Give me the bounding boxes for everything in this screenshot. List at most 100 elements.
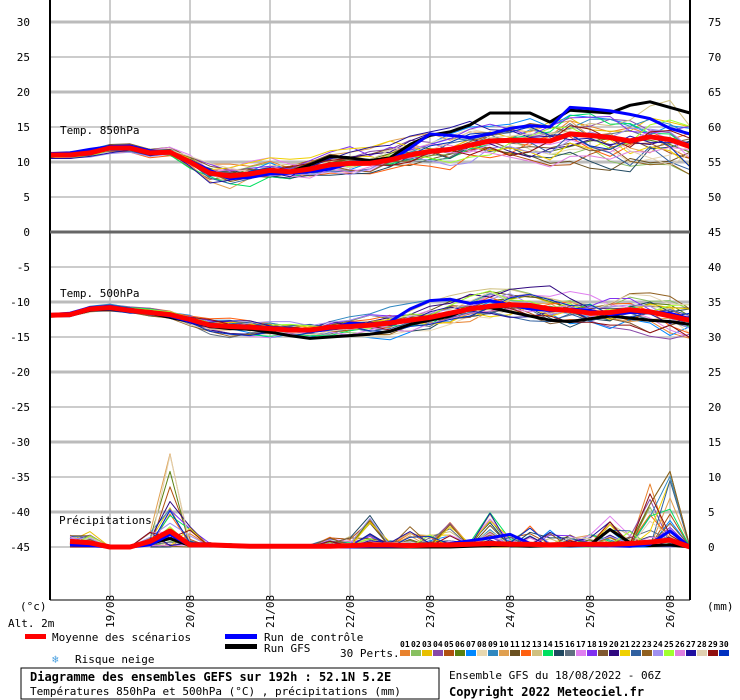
pert-legend-id: 14 <box>543 640 553 649</box>
left-tick-label: -5 <box>17 261 30 274</box>
perturbation-legend: 01 02 03 04 05 06 07 08 09 10 11 12 13 14 15 16 17 18 19 20… <box>400 640 729 656</box>
pert-legend-id: 19 <box>598 640 608 649</box>
pert-legend-swatch <box>686 650 696 656</box>
right-tick-label: 35 <box>708 296 721 309</box>
date-tick-label: 19/08 <box>104 595 117 628</box>
pert-legend-swatch <box>576 650 586 656</box>
pert-legend-id: 21 <box>620 640 630 649</box>
pert-legend-swatch <box>521 650 531 656</box>
right-tick-label: 40 <box>708 261 721 274</box>
pert-legend-id: 22 <box>631 640 641 649</box>
label-precip: Précipitations <box>59 514 152 527</box>
pert-legend-swatch <box>543 650 553 656</box>
date-tick-label: 23/08 <box>424 595 437 628</box>
date-tick-label: 25/08 <box>584 595 597 628</box>
altitude-label: Alt. 2m <box>8 617 55 630</box>
right-tick-label: 45 <box>708 226 721 239</box>
plot-frame <box>49 0 691 601</box>
pert-legend-swatch <box>400 650 410 656</box>
pert-legend-swatch <box>510 650 520 656</box>
right-tick-label: 70 <box>708 51 721 64</box>
t500-mean-line <box>49 302 691 333</box>
copyright: Copyright 2022 Meteociel.fr <box>449 685 644 699</box>
pert-legend-id: 02 <box>411 640 421 649</box>
pert-legend-swatch <box>488 650 498 656</box>
pert-legend-swatch <box>708 650 718 656</box>
pert-legend-swatch <box>664 650 674 656</box>
pert-legend-id: 13 <box>532 640 542 649</box>
label-temp-850: Temp. 850hPa <box>60 124 139 137</box>
pert-legend-swatch <box>477 650 487 656</box>
right-tick-label: 20 <box>708 401 721 414</box>
pert-legend-swatch <box>455 650 465 656</box>
right-tick-label: 75 <box>708 16 721 29</box>
pert-legend-id: 10 <box>499 640 509 649</box>
grid <box>50 0 690 600</box>
left-tick-label: -25 <box>10 401 30 414</box>
pert-legend-swatch <box>433 650 443 656</box>
pert-legend-swatch <box>697 650 707 656</box>
right-tick-label: 55 <box>708 156 721 169</box>
pert-legend-swatch <box>675 650 685 656</box>
pert-legend-swatch <box>444 650 454 656</box>
pert-legend-id: 17 <box>576 640 586 649</box>
legend-perts: 30 Perts. <box>340 647 400 660</box>
pert-legend-id: 27 <box>686 640 696 649</box>
pert-legend-swatch <box>653 650 663 656</box>
pert-legend-swatch <box>422 650 432 656</box>
left-tick-label: 30 <box>17 16 30 29</box>
left-tick-label: -30 <box>10 436 30 449</box>
t500-perturbation-18 <box>49 298 691 336</box>
pert-legend-swatch <box>565 650 575 656</box>
left-tick-label: -10 <box>10 296 30 309</box>
legend-gfs-swatch <box>225 644 257 649</box>
chart-subtitle: Températures 850hPa et 500hPa (°C) , pré… <box>30 685 401 698</box>
right-tick-label: 50 <box>708 191 721 204</box>
chart-title: Diagramme des ensembles GEFS sur 192h : … <box>30 670 391 684</box>
t850-mean-line <box>50 131 691 179</box>
axis-ticks: 302520151050-5-10-15-20-25-30-35-40-4575… <box>10 16 721 628</box>
right-unit: (mm) <box>707 600 734 613</box>
pert-legend-id: 26 <box>675 640 685 649</box>
left-tick-label: -45 <box>10 541 30 554</box>
left-tick-label: 20 <box>17 86 30 99</box>
pert-legend-swatch <box>719 650 729 656</box>
left-tick-label: 15 <box>17 121 30 134</box>
left-tick-label: 5 <box>23 191 30 204</box>
right-tick-label: 65 <box>708 86 721 99</box>
legend-control-swatch <box>225 634 257 639</box>
pert-legend-swatch <box>587 650 597 656</box>
left-tick-label: -40 <box>10 506 30 519</box>
pert-legend-id: 01 <box>400 640 410 649</box>
legend-mean-swatch <box>25 634 46 639</box>
left-tick-label: 25 <box>17 51 30 64</box>
pert-legend-id: 15 <box>554 640 564 649</box>
t850-perturbation-17 <box>49 130 691 172</box>
title-box: Diagramme des ensembles GEFS sur 192h : … <box>20 667 440 700</box>
pert-legend-id: 04 <box>433 640 443 649</box>
pert-legend-id: 05 <box>444 640 454 649</box>
date-tick-label: 24/08 <box>504 595 517 628</box>
date-tick-label: 22/08 <box>344 595 357 628</box>
pert-legend-id: 11 <box>510 640 520 649</box>
date-tick-label: 21/08 <box>264 595 277 628</box>
legend-mean: Moyenne des scénarios <box>52 631 191 644</box>
pert-legend-swatch <box>631 650 641 656</box>
pert-legend-id: 03 <box>422 640 432 649</box>
pert-legend-swatch <box>598 650 608 656</box>
pert-legend-id: 29 <box>708 640 718 649</box>
right-tick-label: 15 <box>708 436 721 449</box>
pert-legend-id: 25 <box>664 640 674 649</box>
pert-legend-swatch <box>499 650 509 656</box>
label-temp-500: Temp. 500hPa <box>60 287 139 300</box>
pert-legend-id: 07 <box>466 640 476 649</box>
pert-legend-id: 24 <box>653 640 663 649</box>
pert-legend-id: 30 <box>719 640 729 649</box>
pert-legend-swatch <box>620 650 630 656</box>
pert-legend-swatch <box>466 650 476 656</box>
main-series-lines <box>49 100 691 550</box>
right-tick-label: 30 <box>708 331 721 344</box>
pert-legend-id: 28 <box>697 640 707 649</box>
legend-control: Run de contrôle <box>264 631 363 644</box>
